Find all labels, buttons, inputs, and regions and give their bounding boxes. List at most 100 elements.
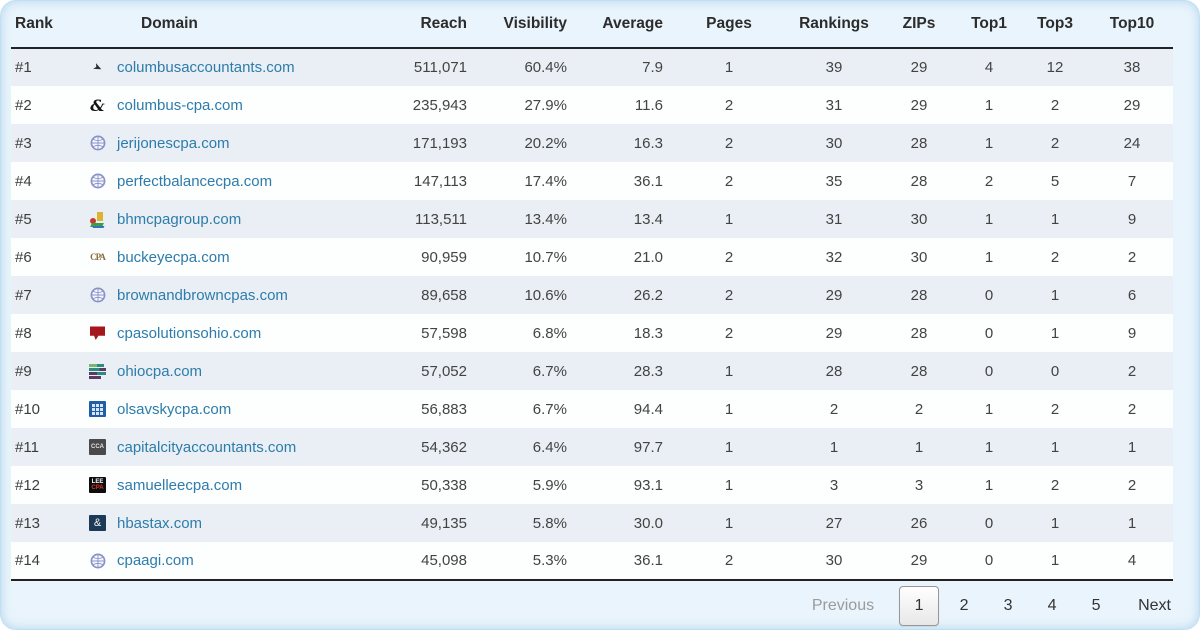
ampersand-favicon: & (90, 95, 105, 115)
pagination-page-2[interactable]: 2 (959, 597, 969, 614)
rankings-cell: 27 (825, 514, 843, 532)
col-header-domain: Domain (75, 1, 383, 49)
domain-link[interactable]: capitalcityaccountants.com (117, 438, 297, 456)
col-header-zips: ZIPs (879, 1, 959, 49)
rankings-cell: 39 (825, 59, 843, 76)
rank-cell: #12 (15, 476, 41, 494)
domain-link[interactable]: columbus-cpa.com (117, 96, 243, 114)
visibility-cell: 5.8% (532, 514, 567, 532)
pagination-page-4[interactable]: 4 (1047, 597, 1057, 614)
rank-cell: #13 (15, 514, 41, 532)
domain-cell: LEE CPA samuelleecpa.com (75, 466, 383, 504)
col-header-rank: Rank (11, 1, 75, 49)
rankings-table: Rank Domain Reach Visibility Average Pag… (11, 1, 1173, 581)
domain-link[interactable]: samuelleecpa.com (117, 476, 243, 494)
rankings-cell: 29 (825, 286, 843, 304)
average-cell: 36.1 (573, 542, 669, 581)
col-header-top3: Top3 (1019, 1, 1091, 49)
lee-cpa-favicon: LEE CPA (89, 477, 106, 493)
top10-cell: 1 (1127, 438, 1137, 456)
pagination-page-5[interactable]: 5 (1091, 597, 1101, 614)
zips-cell: 29 (879, 542, 959, 581)
top1-cell: 1 (984, 438, 994, 456)
zips-cell: 3 (914, 476, 924, 494)
top10-cell: 7 (1127, 172, 1137, 190)
top3-cell: 2 (1050, 96, 1060, 114)
visibility-cell: 5.3% (473, 542, 573, 581)
reach-cell: 90,959 (421, 248, 467, 266)
col-header-average: Average (573, 1, 669, 49)
domain-link[interactable]: cpasolutionsohio.com (117, 324, 262, 342)
domain-link[interactable]: buckeyecpa.com (117, 248, 230, 266)
table-row: #6 CPA buckeyecpa.com 90,959 10.7% 21.0 … (11, 238, 1173, 276)
top1-cell: 0 (959, 542, 1019, 581)
rankings-cell: 29 (825, 324, 843, 342)
zips-cell: 2 (914, 400, 924, 418)
domain-link[interactable]: brownandbrowncpas.com (117, 286, 288, 304)
domain-cell: brownandbrowncpas.com (75, 276, 383, 314)
top1-cell: 2 (984, 172, 994, 190)
domain-cell: olsavskycpa.com (75, 390, 383, 428)
pagination-previous[interactable]: Previous (811, 597, 875, 614)
reach-cell: 113,511 (415, 210, 467, 228)
red-bookmark-favicon (89, 325, 106, 342)
domain-cell: columbusaccountants.com (75, 48, 383, 86)
rankings-cell: 32 (825, 248, 843, 266)
cca-text-favicon: CCA (89, 439, 106, 455)
top1-cell: 0 (984, 362, 994, 380)
pages-cell: 2 (669, 542, 789, 581)
domain-link[interactable]: cpaagi.com (117, 552, 194, 569)
domain-link[interactable]: columbusaccountants.com (117, 59, 295, 76)
rank-cell: #3 (15, 134, 32, 152)
domain-link[interactable]: olsavskycpa.com (117, 400, 232, 418)
average-cell: 16.3 (633, 134, 663, 152)
pagination-page-1[interactable]: 1 (899, 586, 940, 626)
table-row: #4 perfectbalancecpa.com 147,113 17.4% 3… (11, 162, 1173, 200)
top10-cell: 2 (1127, 476, 1137, 494)
domain-link[interactable]: ohiocpa.com (117, 362, 203, 380)
zips-cell: 30 (910, 210, 928, 228)
top1-cell: 0 (984, 324, 994, 342)
pages-cell: 1 (724, 400, 734, 418)
rank-cell: #8 (15, 324, 32, 342)
rank-cell: #2 (15, 96, 32, 114)
reach-cell: 49,135 (421, 514, 467, 532)
rank-cell: #14 (11, 542, 75, 581)
pages-cell: 1 (724, 476, 734, 494)
top3-cell: 1 (1050, 210, 1060, 228)
visibility-cell: 6.7% (532, 400, 567, 418)
swoosh-favicon (89, 59, 106, 76)
reach-cell: 56,883 (421, 400, 467, 418)
domain-cell: & hbastax.com (75, 504, 383, 542)
top10-cell: 2 (1127, 400, 1137, 418)
visibility-cell: 10.6% (524, 286, 567, 304)
table-row: #10 olsavskycpa.com 56,883 6.7% 94.4 1 2… (11, 390, 1173, 428)
top1-cell: 1 (984, 210, 994, 228)
pagination-next[interactable]: Next (1138, 597, 1171, 614)
table-row: #7 brownandbrowncpas.com 89,658 10.6% 26… (11, 276, 1173, 314)
average-cell: 97.7 (633, 438, 663, 456)
domain-link[interactable]: hbastax.com (117, 514, 203, 532)
domain-cell: CCA capitalcityaccountants.com (75, 428, 383, 466)
table-row: #8 cpasolutionsohio.com 57,598 6.8% 18.3… (11, 314, 1173, 352)
average-cell: 11.6 (634, 96, 663, 114)
rankings-cell: 28 (825, 362, 843, 380)
pages-cell: 1 (724, 514, 734, 532)
cpa-text-favicon: CPA (90, 252, 106, 262)
zips-cell: 28 (910, 362, 928, 380)
domain-link[interactable]: bhmcpagroup.com (117, 210, 242, 228)
top1-cell: 1 (984, 96, 994, 114)
globe-favicon (89, 173, 106, 190)
visibility-cell: 20.2% (524, 134, 567, 152)
domain-link[interactable]: perfectbalancecpa.com (117, 172, 273, 190)
top10-cell: 9 (1127, 324, 1137, 342)
navy-ampersand-favicon: & (89, 515, 106, 531)
domain-cell: cpasolutionsohio.com (75, 314, 383, 352)
grid-favicon (89, 401, 106, 417)
globe-favicon (89, 552, 106, 569)
top10-cell: 24 (1123, 134, 1141, 152)
pagination-page-3[interactable]: 3 (1003, 597, 1013, 614)
domain-link[interactable]: jerijonescpa.com (117, 134, 230, 152)
reach-cell: 54,362 (421, 438, 467, 456)
